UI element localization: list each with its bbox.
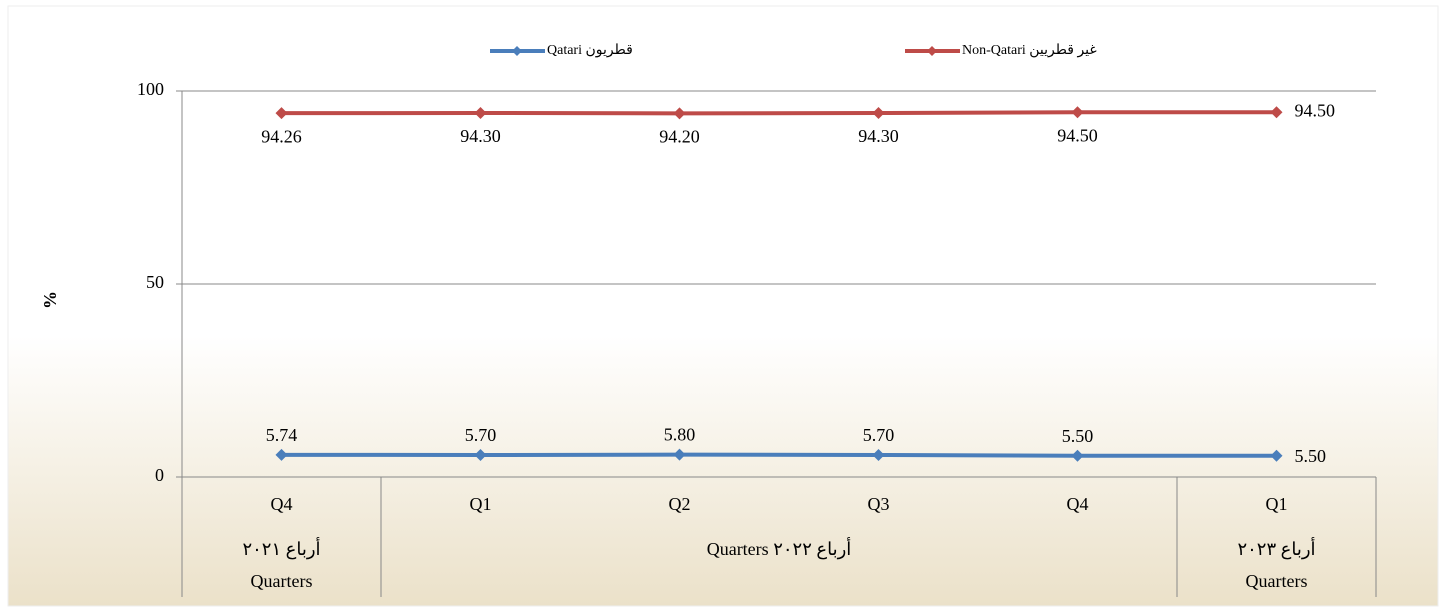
legend-marker [512, 46, 522, 56]
y-tick-label: 100 [137, 79, 164, 99]
data-label: 5.80 [664, 425, 696, 445]
point-marker [1270, 449, 1283, 462]
point-marker [1071, 106, 1084, 119]
y-tick-label: 0 [155, 465, 164, 485]
x-tick-label: Q4 [1067, 494, 1089, 514]
chart-background [7, 5, 1439, 607]
point-marker [1270, 106, 1283, 119]
series-line [281, 110, 1277, 116]
data-label: 94.20 [659, 127, 700, 147]
point-marker [673, 448, 686, 461]
data-label: 94.26 [261, 126, 302, 146]
group-label: أرباع ٢٠٢١ [242, 537, 320, 560]
x-tick-label: Q4 [271, 494, 293, 514]
data-label: 5.70 [863, 425, 895, 445]
y-tick-label: 50 [146, 272, 164, 292]
point-marker [474, 107, 487, 120]
group-label: Quarters [251, 571, 313, 591]
x-tick-label: Q1 [1266, 494, 1288, 514]
group-label: أرباع ٢٠٢٢ Quarters [707, 537, 852, 560]
y-axis-label: % [40, 291, 60, 309]
legend-label: قطريون Qatari [547, 43, 633, 58]
data-label: 5.74 [266, 425, 298, 445]
point-marker [275, 107, 288, 120]
point-marker [872, 107, 885, 120]
point-marker [474, 448, 487, 461]
data-label: 94.50 [1057, 125, 1098, 145]
data-label: 94.30 [858, 126, 899, 146]
data-label: 5.50 [1062, 426, 1094, 446]
series-line [281, 452, 1277, 458]
data-label: 5.50 [1295, 446, 1327, 466]
data-label: 94.30 [460, 126, 501, 146]
data-label: 5.70 [465, 425, 497, 445]
point-marker [275, 448, 288, 461]
point-marker [673, 107, 686, 120]
group-label: Quarters [1246, 571, 1308, 591]
x-tick-label: Q2 [669, 494, 691, 514]
x-tick-label: Q3 [868, 494, 890, 514]
data-label: 94.50 [1295, 100, 1336, 120]
legend-label: غير قطريين Non-Qatari [962, 43, 1097, 58]
point-marker [1071, 449, 1084, 462]
x-tick-label: Q1 [470, 494, 492, 514]
legend-marker [927, 46, 937, 56]
group-label: أرباع ٢٠٢٣ [1237, 537, 1315, 560]
point-marker [872, 448, 885, 461]
